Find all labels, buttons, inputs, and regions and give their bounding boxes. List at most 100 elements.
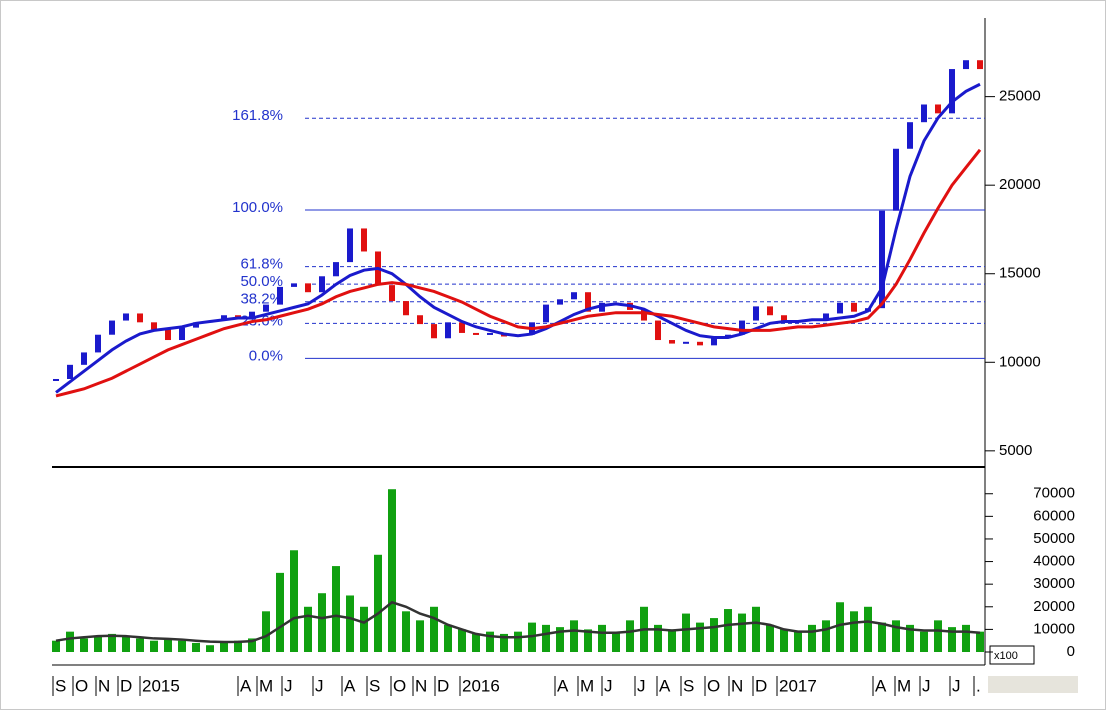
volume-bar [542,624,550,652]
candle [67,364,73,379]
volume-tick-label: 10000 [1033,620,1075,637]
candle [459,322,465,333]
volume-bar [192,642,200,652]
volume-bar [458,629,466,652]
volume-bar [178,640,186,652]
x-tick-label: D [755,676,767,695]
volume-tick-label: 60000 [1033,507,1075,524]
volume-bar [794,631,802,652]
candle [53,378,59,381]
volume-bar [906,624,914,652]
volume-bar [724,609,732,652]
y-tick-label: 5000 [999,442,1032,459]
volume-bar [696,622,704,652]
volume-bar [360,606,368,652]
volume-bar [584,629,592,652]
fib-label: 161.8% [232,107,283,124]
candle [921,104,927,123]
candle [823,313,829,319]
candle [473,332,479,335]
y-tick-label: 15000 [999,265,1041,282]
volume-bar [388,489,396,652]
volume-bar [276,572,284,652]
candle [137,313,143,323]
x-tick-label: A [659,676,671,695]
volume-bar [346,595,354,652]
moving-average [55,148,982,398]
x-tick-label: N [731,676,743,695]
candle [837,302,843,314]
volume-bar [108,633,116,652]
x-tick-label: S [683,676,694,695]
volume-bar [80,638,88,652]
candle [753,306,759,321]
volume-bar [66,631,74,652]
x-tick-label: O [393,676,406,695]
volume-bar [976,631,984,652]
fib-label: 38.2% [240,291,283,308]
y-tick-label: 20000 [999,176,1041,193]
volume-bar [402,611,410,652]
candle [95,334,101,353]
x-tick-label: J [604,676,613,695]
candle [655,320,661,341]
volume-bar [206,645,214,652]
candle [543,304,549,323]
candle [291,283,297,287]
candle [165,329,171,341]
fib-label: 100.0% [232,199,283,216]
y-tick-label: 10000 [999,353,1041,370]
x-tick-label: J [952,676,961,695]
volume-bar [752,606,760,652]
x-tick-label: M [259,676,273,695]
volume-bar [710,618,718,652]
candle [333,262,339,277]
volume-bar [122,636,130,652]
volume-bar [766,624,774,652]
x-tick-label: O [707,676,720,695]
candle [683,341,689,344]
x-tick-label: N [98,676,110,695]
fib-label: 0.0% [249,347,283,364]
candle [571,292,577,300]
x-tick-label: A [344,676,356,695]
volume-bar [332,566,340,652]
volume-bar [738,613,746,652]
volume-bar [514,631,522,652]
volume-bar [668,629,676,652]
volume-bar [94,636,102,652]
volume-bar [836,602,844,652]
candle [109,320,115,335]
volume-bar [248,638,256,652]
volume-bar [500,633,508,652]
volume-bar [654,624,662,652]
x-tick-label: 2016 [462,676,500,695]
candle [319,276,325,293]
volume-bar [948,627,956,652]
candle [739,320,745,335]
x-tick-label: A [240,676,252,695]
volume-bar [262,611,270,652]
volume-bar [472,633,480,652]
volume-bar [822,620,830,652]
x-tick-label: D [120,676,132,695]
x-tick-label: . [976,676,981,695]
candle [151,322,157,330]
volume-bar [416,620,424,652]
volume-bar [920,631,928,652]
volume-bar [318,593,326,652]
volume-bar [850,611,858,652]
volume-bar [892,620,900,652]
candle [781,315,787,323]
x-tick-label: M [580,676,594,695]
x-tick-label: 2017 [779,676,817,695]
volume-bar [626,620,634,652]
candle [557,299,563,305]
candle [977,60,983,70]
candle [767,306,773,316]
volume-ma [55,600,981,644]
volume-bar [864,606,872,652]
volume-bar [234,640,242,652]
x-tick-label: J [637,676,646,695]
